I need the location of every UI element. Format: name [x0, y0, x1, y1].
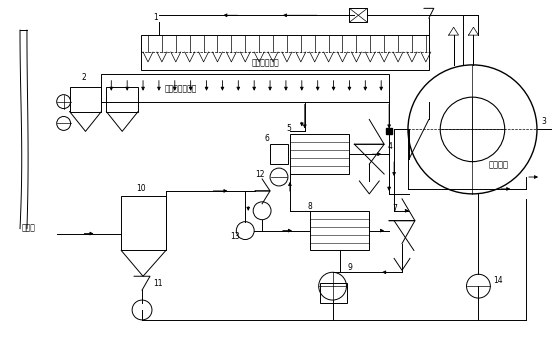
Text: 10: 10: [136, 184, 146, 193]
Text: 7: 7: [392, 204, 397, 213]
Bar: [320, 283, 347, 303]
Text: 6: 6: [264, 134, 269, 143]
Text: 11: 11: [153, 279, 162, 288]
Bar: [106, 87, 138, 112]
Text: 补充水: 补充水: [22, 224, 36, 233]
Text: 13: 13: [230, 232, 240, 241]
Text: 脱硫系大烟道: 脱硫系大烟道: [251, 58, 279, 67]
Text: 非脱硫系大烟道: 非脱硫系大烟道: [165, 85, 197, 94]
Text: 4: 4: [387, 142, 392, 151]
Bar: [310, 211, 370, 251]
Bar: [290, 134, 350, 174]
Bar: [70, 87, 101, 112]
Text: 外供蒸汽: 外供蒸汽: [489, 160, 509, 169]
Text: 1: 1: [153, 13, 158, 22]
Text: 2: 2: [81, 73, 86, 82]
Bar: [101, 74, 389, 102]
Text: 12: 12: [255, 170, 265, 179]
Text: 14: 14: [493, 276, 503, 285]
Text: 9: 9: [347, 263, 352, 272]
Bar: [270, 144, 288, 164]
Bar: [121, 196, 166, 251]
Text: 8: 8: [308, 202, 312, 211]
Text: 5: 5: [286, 124, 291, 134]
Text: 3: 3: [541, 117, 546, 126]
Bar: [350, 8, 367, 22]
Bar: [141, 35, 429, 70]
